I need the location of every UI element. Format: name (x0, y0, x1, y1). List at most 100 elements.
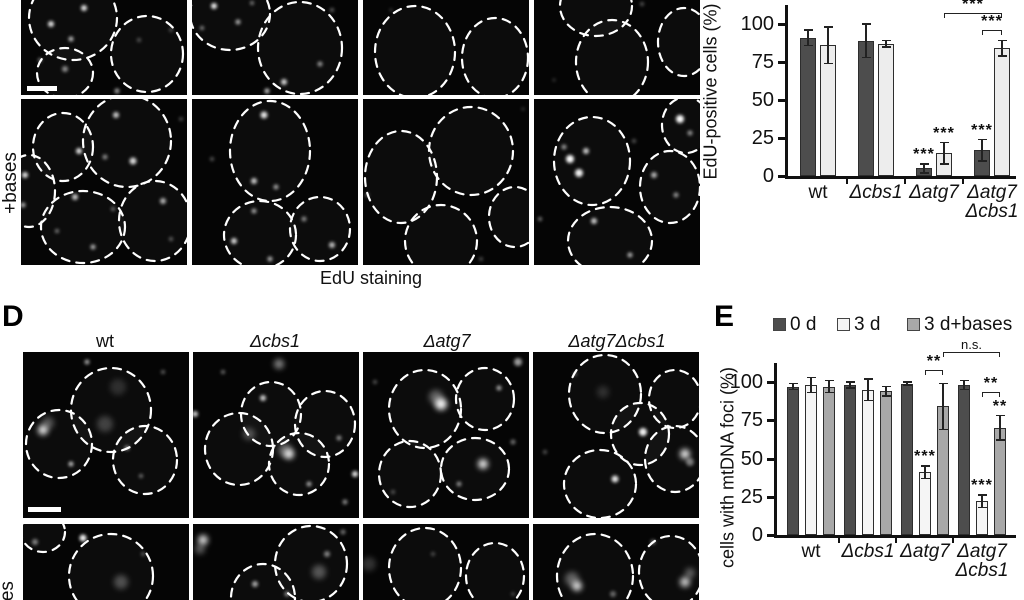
cell-outline (27, 0, 119, 62)
edu-staining-micrograph-grid (0, 0, 700, 290)
fluorescent-focus (141, 552, 145, 556)
cell-outline (69, 366, 153, 454)
y-tick-label: 50 (740, 447, 763, 470)
error-cap (788, 382, 798, 385)
error-bar (867, 378, 869, 401)
fluorescent-focus (565, 572, 579, 586)
category-label: Δatg7 (957, 541, 1007, 562)
fluorescent-focus (274, 359, 284, 369)
cell-outline (464, 541, 526, 600)
significance-bracket (982, 30, 1002, 35)
cell-outline (273, 524, 349, 600)
cell-outline (387, 526, 463, 600)
cell-outline (109, 14, 185, 94)
error-cap (977, 494, 987, 496)
fluorescent-focus (431, 552, 435, 556)
mtdna-micrograph-panel (363, 352, 529, 518)
x-tick-mark (895, 538, 897, 543)
error-cap (939, 141, 949, 144)
fluorescent-focus (676, 115, 684, 123)
mtdna-micrograph-panel (23, 524, 189, 600)
mtdna-micrograph-grid (0, 350, 700, 600)
edu-positive-cells-chart: 0 25 50 75 100 *** *** *** *** *** wt Δcbs1 Δatg7 Δat… (700, 0, 1024, 240)
fluorescent-focus (113, 112, 119, 118)
cell-outline (67, 532, 155, 600)
cell-outline (555, 532, 635, 600)
fluorescent-focus (651, 172, 657, 178)
edu-micrograph-panel (534, 0, 700, 95)
fluorescent-focus (575, 169, 583, 177)
error-cap (861, 23, 871, 25)
x-tick-mark (846, 179, 848, 184)
error-cap (863, 378, 873, 380)
fluorescent-focus (72, 194, 78, 200)
fluorescent-focus (429, 390, 443, 404)
cell-outline (403, 203, 479, 265)
edu-micrograph-panel (192, 0, 358, 95)
error-cap (938, 428, 948, 431)
error-cap (881, 46, 891, 48)
fluorescent-focus (317, 61, 323, 67)
error-cap (803, 29, 813, 31)
error-cap (919, 172, 929, 174)
category-label: Δcbs1 (965, 201, 1019, 222)
fluorescent-focus (55, 229, 59, 233)
y-tick-label: 75 (740, 409, 763, 432)
fluorescent-focus (198, 535, 208, 545)
fluorescent-focus (340, 529, 346, 535)
error-cap (863, 399, 873, 402)
legend-label: 3 d (854, 314, 881, 335)
significance-label: n.s. (961, 337, 982, 352)
fluorescent-focus (278, 443, 292, 457)
fluorescent-focus (389, 8, 393, 12)
fluorescent-focus (273, 184, 279, 190)
cell-outline (609, 401, 671, 467)
fluorescent-focus (79, 534, 87, 542)
cell-outline (31, 111, 95, 183)
bar (820, 45, 836, 176)
error-cap (939, 163, 949, 165)
edu-micrograph-panel (21, 99, 187, 265)
y-tick-mark (778, 99, 785, 102)
fluorescent-focus (110, 379, 126, 395)
cell-outline (487, 185, 529, 249)
bar (861, 389, 875, 535)
significance-stars: *** (914, 448, 936, 466)
fluorescent-focus (673, 192, 679, 198)
scale-bar (27, 86, 57, 91)
y-tick-mark (767, 457, 774, 461)
bar (800, 37, 816, 176)
fluorescent-focus (210, 157, 214, 161)
y-tick-label: 25 (751, 127, 774, 149)
fluorescent-focus (330, 8, 334, 12)
cell-outline (558, 0, 634, 38)
fluorescent-focus (591, 218, 597, 224)
error-bar (942, 383, 944, 430)
error-cap (803, 44, 813, 47)
fluorescent-focus (611, 475, 619, 483)
error-cap (881, 395, 891, 397)
cell-outline (229, 562, 297, 600)
significance-label: ** (983, 375, 999, 392)
scale-bar (28, 507, 61, 512)
cell-outline (643, 424, 699, 494)
x-tick-mark (952, 538, 954, 543)
y-tick-label: 0 (762, 165, 774, 187)
fluorescent-focus (352, 471, 358, 477)
fluorescent-focus (68, 36, 74, 42)
significance-bracket (943, 352, 1000, 357)
bar (786, 386, 800, 535)
fluorescent-focus (250, 1, 254, 5)
y-tick-mark (778, 23, 785, 26)
fluorescent-focus (21, 202, 26, 208)
cell-outline (566, 205, 654, 265)
y-tick-mark (778, 61, 785, 64)
fluorescent-focus (114, 88, 120, 94)
category-label: Δcbs1 (955, 560, 1009, 581)
cell-outline (24, 408, 94, 480)
category-label: wt (808, 182, 828, 203)
fluorescent-focus (260, 111, 268, 119)
mtdna-foci-chart: 0 25 50 75 100 *** *** ** ** n.s. ** wt Δcbs1 Δatg7 Δa… (700, 295, 1024, 600)
cell-outline (387, 368, 463, 450)
